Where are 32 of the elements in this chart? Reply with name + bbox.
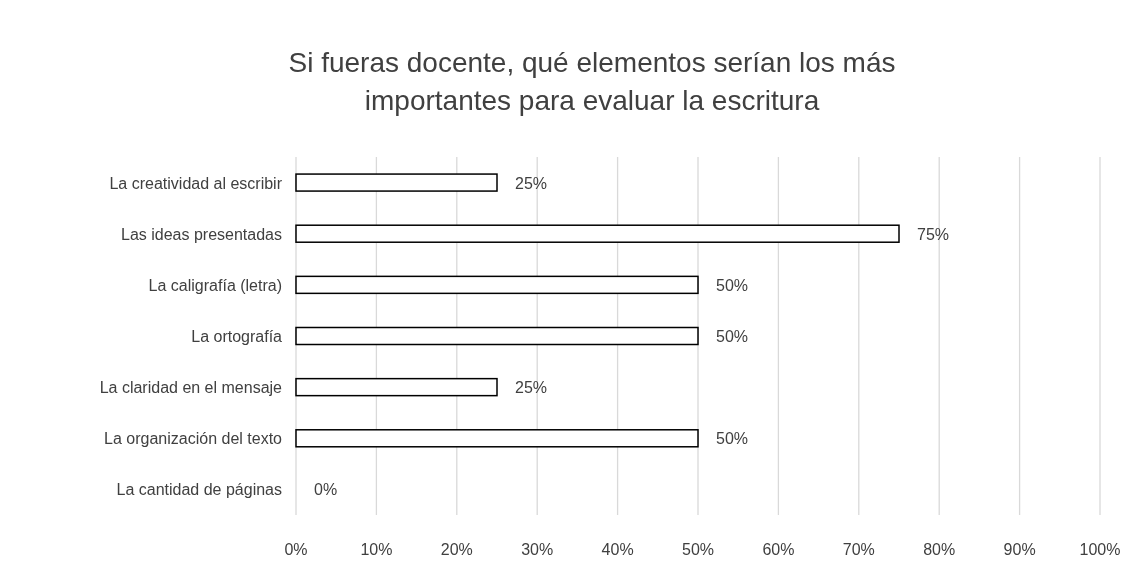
data-label: 25% bbox=[515, 174, 548, 192]
x-tick-label: 50% bbox=[681, 541, 715, 558]
y-tick-label: Las ideas presentadas bbox=[121, 225, 282, 243]
bar bbox=[295, 326, 699, 346]
data-label: 50% bbox=[716, 328, 749, 345]
chart-title: Si fueras docente, qué elementos serían los más importantes para evaluar la escritura bbox=[288, 47, 896, 116]
data-label: 75% bbox=[917, 225, 950, 243]
y-tick-label: La caligrafía (letra) bbox=[148, 276, 282, 294]
x-tick-label: 90% bbox=[1003, 541, 1036, 558]
y-tick-label: La claridad en el mensaje bbox=[99, 379, 283, 397]
data-label: 50% bbox=[716, 430, 749, 448]
y-tick-label: La cantidad de páginas bbox=[116, 481, 282, 499]
bar bbox=[295, 173, 498, 192]
bar bbox=[295, 377, 498, 397]
bar bbox=[295, 275, 699, 295]
x-tick-label: 20% bbox=[440, 541, 473, 558]
x-tick-label: 0% bbox=[284, 541, 308, 558]
x-tick-label: 10% bbox=[360, 541, 393, 558]
x-tick-label: 70% bbox=[842, 541, 875, 558]
bar bbox=[295, 429, 699, 448]
x-tick-label: 80% bbox=[923, 541, 956, 558]
bar bbox=[295, 224, 900, 243]
x-tick-label: 60% bbox=[762, 541, 795, 558]
data-label: 0% bbox=[314, 481, 338, 499]
data-label: 25% bbox=[515, 379, 548, 397]
data-label: 50% bbox=[716, 276, 749, 294]
y-tick-label: La creatividad al escribir bbox=[109, 174, 283, 192]
x-tick-label: 40% bbox=[601, 541, 634, 558]
y-tick-label: La ortografía bbox=[191, 328, 283, 345]
x-tick-label: 30% bbox=[521, 541, 554, 558]
y-tick-label: La organización del texto bbox=[104, 430, 283, 448]
x-tick-label: 100% bbox=[1079, 541, 1121, 558]
